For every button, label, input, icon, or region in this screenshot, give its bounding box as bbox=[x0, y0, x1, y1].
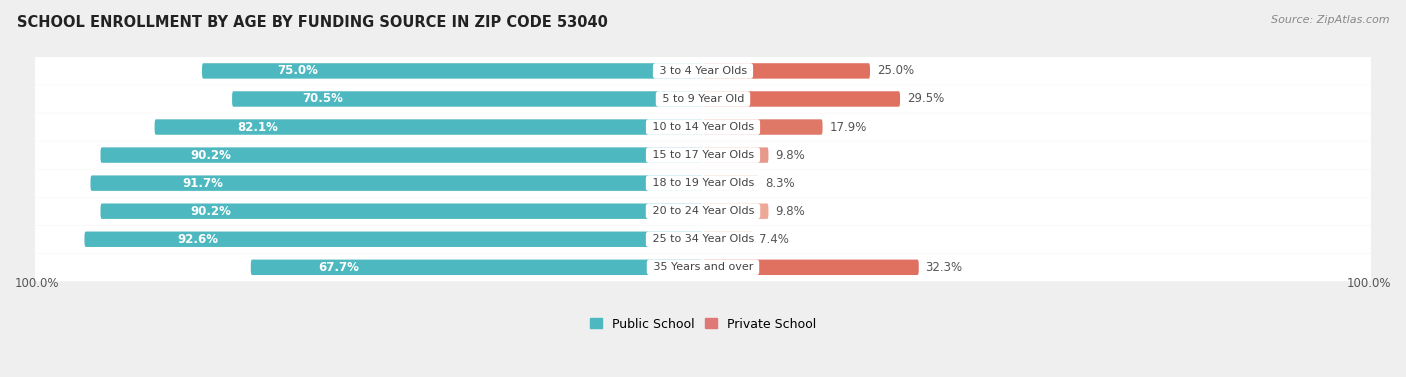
Text: 32.3%: 32.3% bbox=[925, 261, 963, 274]
Text: 29.5%: 29.5% bbox=[907, 92, 943, 106]
FancyBboxPatch shape bbox=[35, 225, 1371, 253]
FancyBboxPatch shape bbox=[703, 260, 918, 275]
Text: 67.7%: 67.7% bbox=[319, 261, 360, 274]
Text: 35 Years and over: 35 Years and over bbox=[650, 262, 756, 272]
Text: 3 to 4 Year Olds: 3 to 4 Year Olds bbox=[655, 66, 751, 76]
Text: 25 to 34 Year Olds: 25 to 34 Year Olds bbox=[648, 234, 758, 244]
Text: 90.2%: 90.2% bbox=[191, 205, 232, 218]
Text: 7.4%: 7.4% bbox=[759, 233, 789, 246]
Text: 100.0%: 100.0% bbox=[1347, 277, 1391, 290]
Text: 90.2%: 90.2% bbox=[191, 149, 232, 162]
FancyBboxPatch shape bbox=[35, 169, 1371, 197]
FancyBboxPatch shape bbox=[35, 197, 1371, 225]
Text: 9.8%: 9.8% bbox=[775, 205, 804, 218]
Text: SCHOOL ENROLLMENT BY AGE BY FUNDING SOURCE IN ZIP CODE 53040: SCHOOL ENROLLMENT BY AGE BY FUNDING SOUR… bbox=[17, 15, 607, 30]
FancyBboxPatch shape bbox=[100, 147, 703, 163]
FancyBboxPatch shape bbox=[35, 85, 1371, 113]
FancyBboxPatch shape bbox=[703, 175, 758, 191]
Text: 75.0%: 75.0% bbox=[277, 64, 318, 77]
FancyBboxPatch shape bbox=[35, 253, 1371, 281]
FancyBboxPatch shape bbox=[155, 120, 703, 135]
Text: Source: ZipAtlas.com: Source: ZipAtlas.com bbox=[1271, 15, 1389, 25]
FancyBboxPatch shape bbox=[703, 231, 752, 247]
Text: 18 to 19 Year Olds: 18 to 19 Year Olds bbox=[648, 178, 758, 188]
Text: 9.8%: 9.8% bbox=[775, 149, 804, 162]
Text: 17.9%: 17.9% bbox=[830, 121, 866, 133]
Text: 5 to 9 Year Old: 5 to 9 Year Old bbox=[658, 94, 748, 104]
Text: 91.7%: 91.7% bbox=[183, 177, 224, 190]
Text: 15 to 17 Year Olds: 15 to 17 Year Olds bbox=[648, 150, 758, 160]
FancyBboxPatch shape bbox=[35, 57, 1371, 85]
Text: 82.1%: 82.1% bbox=[236, 121, 278, 133]
FancyBboxPatch shape bbox=[703, 91, 900, 107]
Text: 70.5%: 70.5% bbox=[302, 92, 343, 106]
FancyBboxPatch shape bbox=[202, 63, 703, 79]
FancyBboxPatch shape bbox=[703, 120, 823, 135]
FancyBboxPatch shape bbox=[90, 175, 703, 191]
FancyBboxPatch shape bbox=[703, 147, 769, 163]
FancyBboxPatch shape bbox=[100, 204, 703, 219]
Text: 10 to 14 Year Olds: 10 to 14 Year Olds bbox=[648, 122, 758, 132]
FancyBboxPatch shape bbox=[250, 260, 703, 275]
FancyBboxPatch shape bbox=[703, 204, 769, 219]
FancyBboxPatch shape bbox=[35, 113, 1371, 141]
FancyBboxPatch shape bbox=[35, 141, 1371, 169]
Legend: Public School, Private School: Public School, Private School bbox=[589, 317, 817, 331]
Text: 8.3%: 8.3% bbox=[765, 177, 794, 190]
Text: 25.0%: 25.0% bbox=[877, 64, 914, 77]
FancyBboxPatch shape bbox=[232, 91, 703, 107]
Text: 100.0%: 100.0% bbox=[15, 277, 59, 290]
FancyBboxPatch shape bbox=[84, 231, 703, 247]
Text: 20 to 24 Year Olds: 20 to 24 Year Olds bbox=[648, 206, 758, 216]
FancyBboxPatch shape bbox=[703, 63, 870, 79]
Text: 92.6%: 92.6% bbox=[177, 233, 218, 246]
